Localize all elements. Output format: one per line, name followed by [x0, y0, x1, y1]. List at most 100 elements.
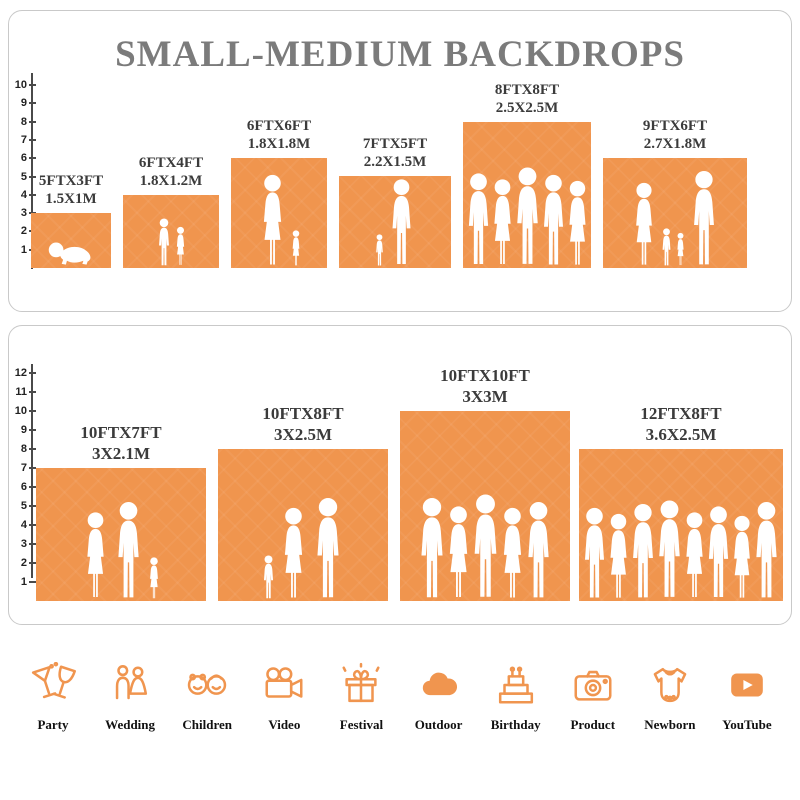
outdoor-icon: [422, 672, 457, 696]
silhouette-group: [218, 497, 388, 599]
tick-mark: [29, 102, 36, 104]
tick-mark: [29, 562, 36, 564]
category-label: Wedding: [105, 717, 156, 732]
child-silhouette: [675, 232, 686, 266]
adult-silhouette: [688, 170, 720, 266]
child-silhouette: [290, 230, 302, 266]
backdrop-size-label: 6FTX4FT 1.8X1.2M: [138, 154, 204, 190]
tick-mark: [29, 84, 36, 86]
ruler-line: [31, 364, 33, 578]
product-icon: [574, 670, 612, 701]
adult-silhouette: [750, 501, 783, 599]
adult-silhouette: [81, 511, 110, 599]
ruler-mark: 3: [11, 538, 36, 550]
ruler-label: 10: [14, 79, 27, 91]
silhouette-group: [603, 170, 747, 266]
ruler-mark: 11: [11, 386, 36, 398]
backdrop-6ftx6ft: 6FTX6FT 1.8X1.8M: [231, 118, 327, 268]
festival-icon: [342, 662, 380, 703]
backdrop-10ftx7ft: 10FTX7FT 3X2.1M: [36, 423, 206, 601]
adult-silhouette: [257, 174, 288, 266]
tick-mark: [29, 157, 36, 159]
tick-mark: [29, 505, 36, 507]
backdrop-size-label: 10FTX8FT 3X2.5M: [262, 403, 344, 444]
tick-mark: [29, 372, 36, 374]
ruler-mark: 7: [11, 134, 36, 146]
child-silhouette: [261, 555, 276, 599]
category-label: Children: [182, 717, 233, 732]
child-silhouette: [147, 557, 161, 599]
category-label: Product: [570, 717, 616, 732]
ruler-label: 2: [20, 225, 27, 237]
small-medium-panel: SMALL-MEDIUM BACKDROPS 10 9 8 7 6 5 4 3 …: [8, 10, 792, 312]
silhouette-group: [31, 238, 111, 266]
category-product: Product: [558, 662, 628, 733]
category-youtube: YouTube: [712, 662, 782, 733]
backdrop-6ftx4ft: 6FTX4FT 1.8X1.2M: [123, 155, 219, 268]
ruler-label: 6: [20, 481, 27, 493]
ruler-mark: 8: [11, 116, 36, 128]
backdrop-7ftx5ft: 7FTX5FT 2.2X1.5M: [339, 136, 451, 268]
ruler-mark: 7: [11, 462, 36, 474]
tick-mark: [29, 139, 36, 141]
ruler-label: 7: [20, 462, 27, 474]
category-label: Birthday: [490, 717, 541, 732]
child-silhouette: [156, 218, 172, 266]
ruler-label: 5: [20, 500, 27, 512]
ruler-mark: 9: [11, 97, 36, 109]
category-birthday: Birthday: [481, 662, 551, 733]
adult-silhouette: [311, 497, 345, 599]
tick-mark: [29, 543, 36, 545]
backdrop-9ftx6ft: 9FTX6FT 2.7X1.8M: [603, 118, 747, 268]
ruler-mark: 10: [11, 79, 36, 91]
category-label: YouTube: [722, 717, 772, 732]
ruler-label: 5: [20, 171, 27, 183]
backdrop-8ftx8ft: 8FTX8FT 2.5X2.5M: [463, 82, 591, 268]
backdrop-size-label: 7FTX5FT 2.2X1.5M: [362, 135, 428, 171]
ruler-line: [31, 73, 33, 269]
ruler-mark: 9: [11, 424, 36, 436]
tick-mark: [29, 391, 36, 393]
category-row: Party Wedding Children: [18, 662, 782, 733]
adult-silhouette: [630, 182, 658, 266]
ruler-mark: 12: [11, 367, 36, 379]
ruler-label: 9: [20, 97, 27, 109]
category-children: Children: [172, 662, 242, 733]
child-silhouette: [660, 228, 673, 266]
ruler-label: 3: [20, 207, 27, 219]
category-wedding: Wedding: [95, 662, 165, 733]
backdrop-size-label: 8FTX8FT 2.5X2.5M: [494, 81, 560, 117]
tick-mark: [29, 524, 36, 526]
tick-mark: [29, 429, 36, 431]
ruler-mark: 8: [11, 443, 36, 455]
tick-mark: [29, 467, 36, 469]
children-icon: [187, 673, 227, 695]
silhouette-group: [463, 166, 591, 266]
category-label: Party: [37, 717, 69, 732]
ruler-label: 4: [20, 189, 27, 201]
ruler-label: 9: [20, 424, 27, 436]
backdrop-size-label: 9FTX6FT 2.7X1.8M: [642, 117, 708, 153]
ruler-mark: 1: [11, 576, 36, 588]
tick-mark: [29, 486, 36, 488]
newborn-icon: [653, 667, 687, 703]
silhouette-group: [123, 218, 219, 266]
baby-silhouette: [47, 238, 96, 266]
backdrop-10ftx8ft: 10FTX8FT 3X2.5M: [218, 404, 388, 601]
category-festival: Festival: [326, 662, 396, 733]
backdrop-10ftx10ft: 10FTX10FT 3X3M: [400, 366, 570, 601]
ruler-mark: 5: [11, 171, 36, 183]
tick-mark: [29, 448, 36, 450]
ruler-label: 4: [20, 519, 27, 531]
silhouette-group: [339, 178, 451, 266]
birthday-icon: [498, 666, 533, 704]
ruler-mark: 4: [11, 189, 36, 201]
backdrop-size-label: 5FTX3FT 1.5X1M: [38, 172, 104, 208]
ruler-label: 12: [14, 367, 27, 379]
ruler-label: 8: [20, 116, 27, 128]
page-title: SMALL-MEDIUM BACKDROPS: [115, 34, 685, 75]
tick-mark: [29, 194, 36, 196]
ruler-label: 6: [20, 152, 27, 164]
youtube-icon: [731, 673, 763, 697]
ruler-label: 1: [20, 244, 27, 256]
